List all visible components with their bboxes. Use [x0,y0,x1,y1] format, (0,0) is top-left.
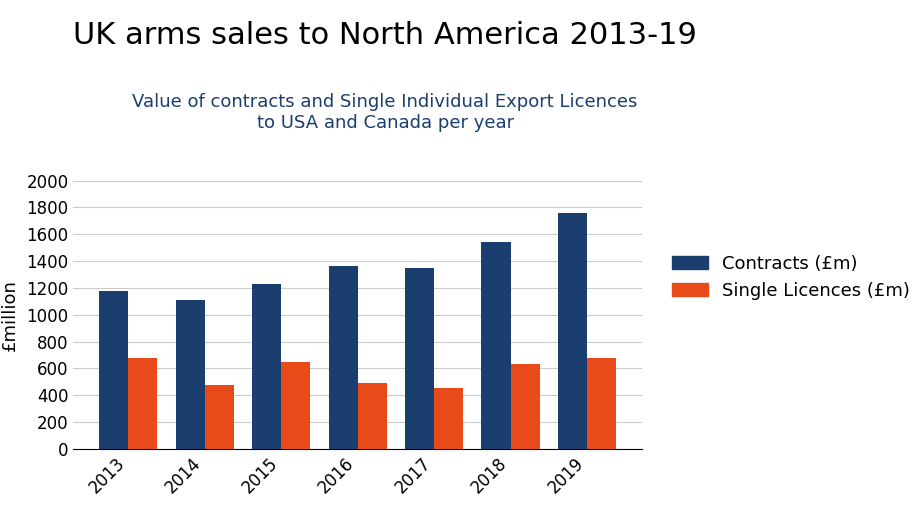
Bar [252,284,282,449]
Text: Value of contracts and Single Individual Export Licences
to USA and Canada per y: Value of contracts and Single Individual… [132,93,638,132]
Text: UK arms sales to North America 2013-19: UK arms sales to North America 2013-19 [73,21,697,50]
Bar [481,243,511,449]
Bar [558,213,587,449]
Bar [328,266,358,449]
Bar [434,388,463,449]
Bar [99,291,128,449]
Bar [587,358,616,449]
Bar [204,385,234,449]
Bar [176,300,204,449]
Legend: Contracts (£m), Single Licences (£m): Contracts (£m), Single Licences (£m) [665,248,917,307]
Bar [511,364,539,449]
Bar [282,362,310,449]
Bar [405,268,434,449]
Y-axis label: £million: £million [1,279,19,351]
Bar [358,382,387,449]
Bar [128,358,158,449]
